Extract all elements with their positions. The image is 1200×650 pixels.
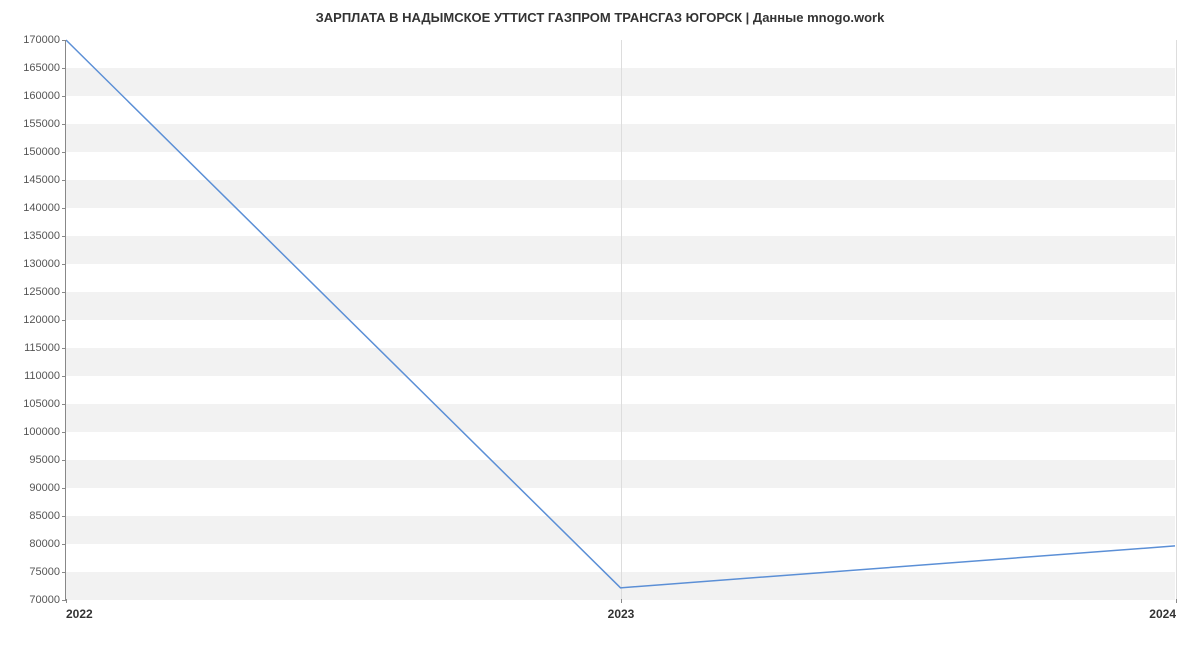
y-tick-mark xyxy=(62,572,66,573)
y-tick-mark xyxy=(62,488,66,489)
y-tick-mark xyxy=(62,516,66,517)
y-tick-label: 150000 xyxy=(23,146,66,158)
y-tick-mark xyxy=(62,320,66,321)
y-tick-label: 105000 xyxy=(23,398,66,410)
vertical-gridline xyxy=(1176,40,1177,599)
x-tick-mark xyxy=(66,599,67,603)
y-tick-mark xyxy=(62,96,66,97)
y-tick-mark xyxy=(62,208,66,209)
y-tick-mark xyxy=(62,180,66,181)
y-tick-mark xyxy=(62,124,66,125)
y-tick-label: 75000 xyxy=(29,566,66,578)
y-tick-mark xyxy=(62,40,66,41)
y-tick-mark xyxy=(62,376,66,377)
y-tick-label: 110000 xyxy=(24,370,66,382)
y-tick-label: 165000 xyxy=(23,62,66,74)
x-tick-label: 2024 xyxy=(1149,599,1176,621)
y-tick-label: 80000 xyxy=(29,538,66,550)
x-tick-mark xyxy=(1176,599,1177,603)
chart-title: ЗАРПЛАТА В НАДЫМСКОЕ УТТИСТ ГАЗПРОМ ТРАН… xyxy=(0,0,1200,35)
y-tick-label: 95000 xyxy=(29,454,66,466)
x-tick-label: 2022 xyxy=(66,599,93,621)
y-tick-mark xyxy=(62,460,66,461)
y-tick-mark xyxy=(62,432,66,433)
chart-container: 7000075000800008500090000950001000001050… xyxy=(65,40,1175,600)
y-tick-mark xyxy=(62,544,66,545)
y-tick-label: 70000 xyxy=(29,594,66,606)
y-tick-mark xyxy=(62,236,66,237)
y-tick-mark xyxy=(62,404,66,405)
y-tick-label: 130000 xyxy=(23,258,66,270)
y-tick-mark xyxy=(62,348,66,349)
series-line xyxy=(66,40,1175,588)
y-tick-label: 125000 xyxy=(23,286,66,298)
y-tick-label: 85000 xyxy=(29,510,66,522)
y-tick-mark xyxy=(62,264,66,265)
y-tick-label: 155000 xyxy=(23,118,66,130)
y-tick-label: 135000 xyxy=(23,230,66,242)
y-tick-label: 120000 xyxy=(23,314,66,326)
y-tick-mark xyxy=(62,68,66,69)
y-tick-label: 90000 xyxy=(29,482,66,494)
y-tick-label: 170000 xyxy=(23,34,66,46)
line-layer xyxy=(66,40,1175,599)
y-tick-label: 145000 xyxy=(23,174,66,186)
plot-area: 7000075000800008500090000950001000001050… xyxy=(65,40,1175,600)
y-tick-mark xyxy=(62,292,66,293)
y-tick-label: 160000 xyxy=(23,90,66,102)
y-tick-label: 140000 xyxy=(23,202,66,214)
x-tick-mark xyxy=(621,599,622,603)
y-tick-mark xyxy=(62,152,66,153)
y-tick-label: 100000 xyxy=(23,426,66,438)
y-tick-label: 115000 xyxy=(24,342,66,354)
